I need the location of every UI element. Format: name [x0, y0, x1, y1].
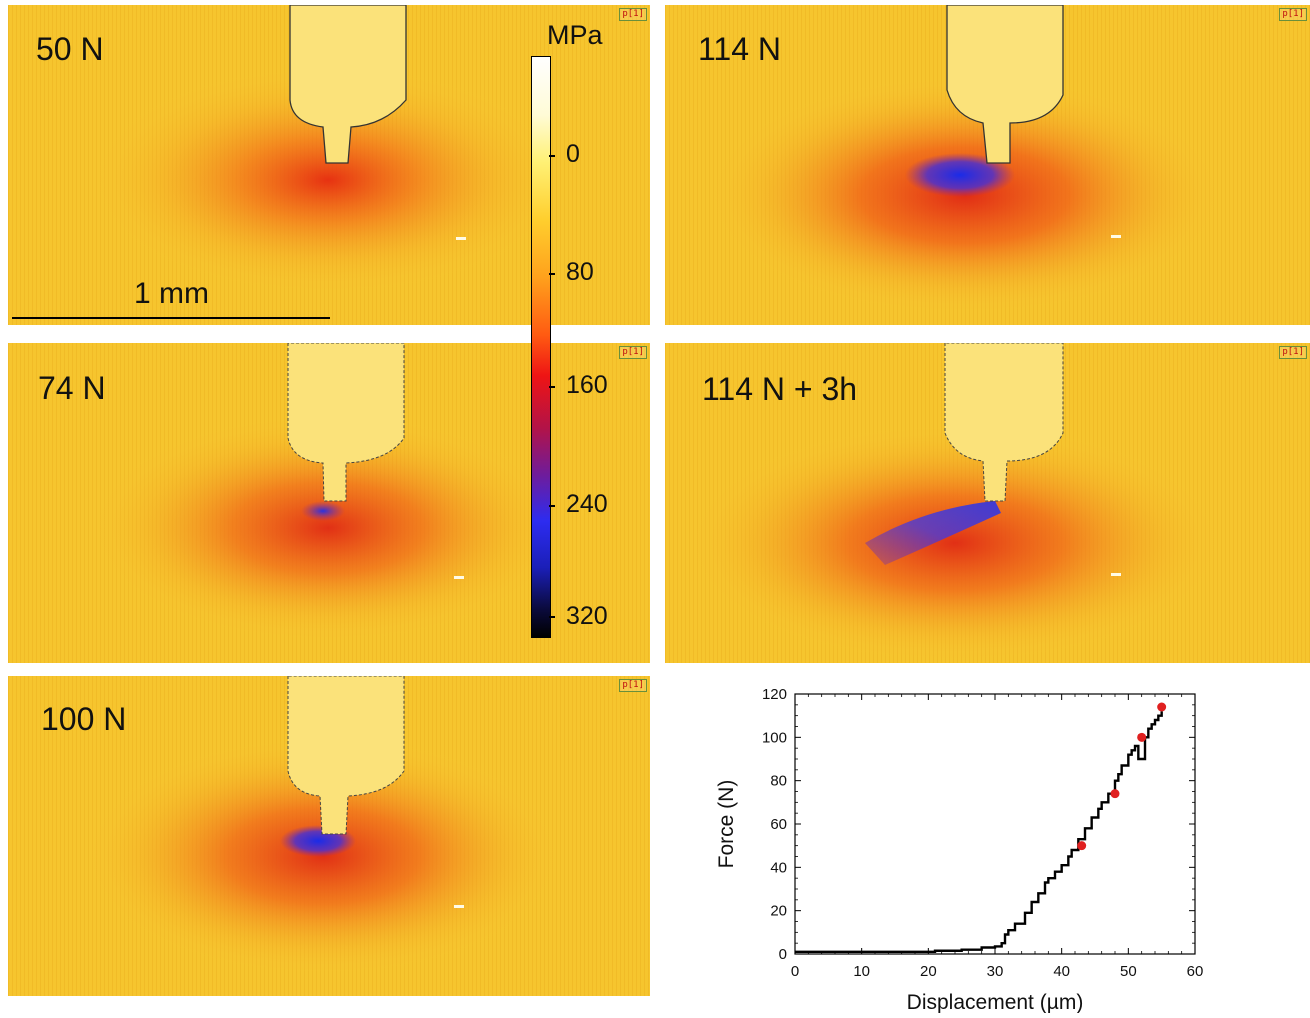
panel-label: 74 N: [38, 370, 106, 406]
stress-map-panel-114n: 114 N p[1]: [665, 5, 1310, 325]
colorbar-tick-label: 0: [566, 140, 580, 168]
colorbar-tick-label: 320: [566, 602, 608, 630]
panel-label: 50 N: [36, 31, 104, 67]
colorbar-tick-label: 80: [566, 258, 594, 286]
panel-label: 114 N: [698, 31, 782, 67]
x-tick-label: 40: [1053, 963, 1070, 980]
stress-map-image: [665, 5, 1310, 325]
colorbar-tick-label: 240: [566, 490, 608, 518]
y-tick-label: 120: [762, 686, 787, 703]
data-point: [1137, 732, 1147, 742]
colorbar-gradient: [531, 56, 551, 638]
colorbar-tick: [549, 505, 555, 507]
x-tick-label: 50: [1120, 963, 1137, 980]
y-tick-label: 40: [770, 859, 787, 876]
data-point: [1077, 841, 1087, 851]
y-tick-label: 80: [770, 773, 787, 790]
stress-map-image: [8, 676, 650, 996]
stress-map-panel-74n: 74 N p[1]: [8, 343, 650, 663]
x-tick-label: 30: [987, 963, 1004, 980]
x-tick-label: 60: [1187, 963, 1204, 980]
panel-tag: p[1]: [619, 679, 647, 692]
data-point: [1110, 789, 1120, 799]
colorbar-tick: [549, 155, 555, 157]
force-displacement-curve: [795, 711, 1163, 954]
y-tick-label: 0: [779, 946, 787, 963]
x-tick-label: 20: [920, 963, 937, 980]
stress-map-image: [8, 343, 650, 663]
scale-bar-label: 1 mm: [134, 277, 209, 310]
colorbar-tick: [549, 616, 555, 618]
colorbar-tick-label: 160: [566, 371, 608, 399]
y-tick-label: 100: [762, 729, 787, 746]
colorbar-tick: [549, 273, 555, 275]
scale-bar: [12, 317, 330, 319]
panel-label: 100 N: [41, 701, 127, 737]
y-tick-label: 60: [770, 816, 787, 833]
panel-tag: p[1]: [1279, 346, 1307, 359]
stress-map-panel-100n: 100 N p[1]: [8, 676, 650, 996]
panel-tag: p[1]: [619, 346, 647, 359]
y-axis-label: Force (N): [715, 780, 738, 869]
x-tick-label: 0: [791, 963, 799, 980]
stress-map-panel-114n-3h: 114 N + 3h p[1]: [665, 343, 1310, 663]
x-axis-label: Displacement (µm): [907, 991, 1084, 1013]
panel-label: 114 N + 3h: [702, 371, 858, 407]
x-tick-label: 10: [853, 963, 870, 980]
plot-frame: [794, 693, 1196, 955]
y-tick-label: 20: [770, 903, 787, 920]
colorbar-tick: [549, 386, 555, 388]
colorbar-unit-label: MPa: [547, 20, 603, 50]
data-point: [1157, 702, 1167, 712]
panel-tag: p[1]: [619, 8, 647, 21]
force-displacement-chart: 0 10 20 30 40 50 60 0 20 40 60 80 100 120 Displacement…: [715, 686, 1204, 1013]
colorbar: MPa 0 80 160 240 320: [500, 18, 630, 638]
stress-map-image: [665, 343, 1310, 663]
panel-tag: p[1]: [1279, 8, 1307, 21]
